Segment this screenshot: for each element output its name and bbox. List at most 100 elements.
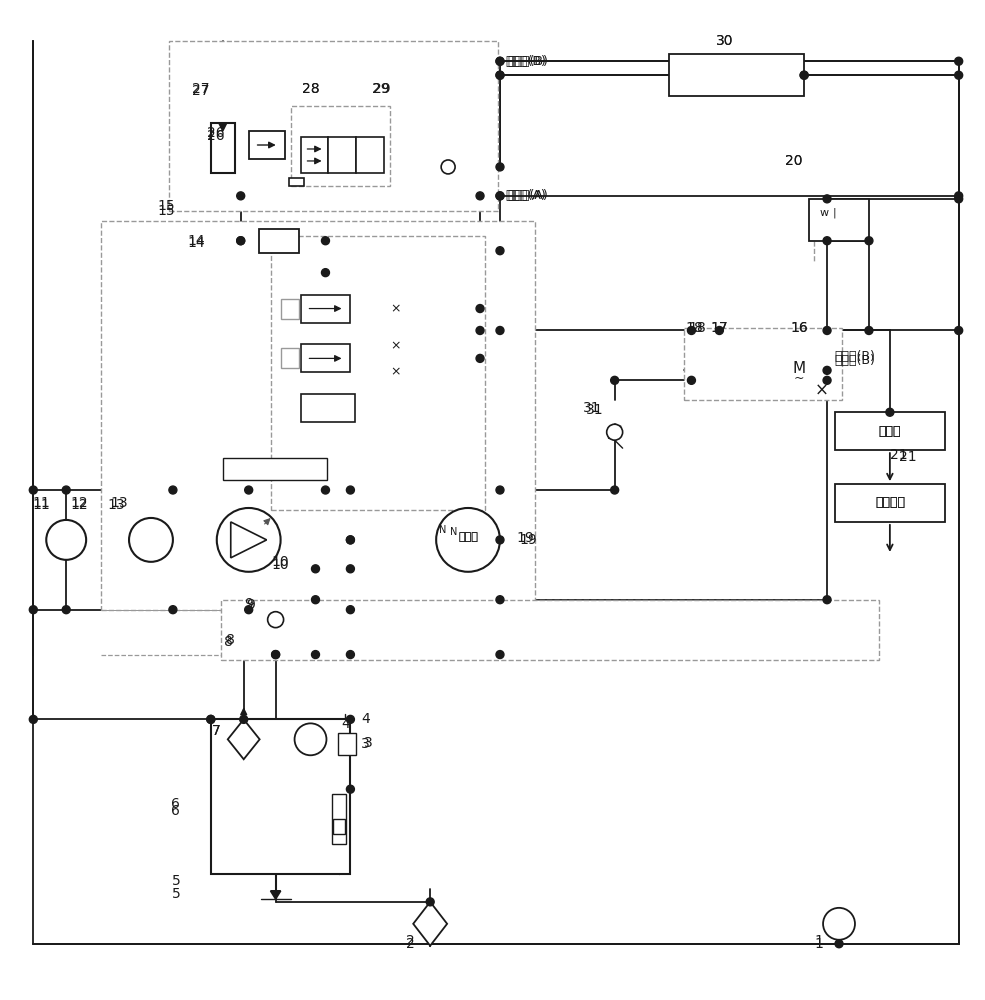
Circle shape — [347, 715, 355, 723]
Circle shape — [295, 723, 326, 755]
Text: w: w — [820, 208, 828, 218]
Circle shape — [239, 715, 247, 723]
Bar — [211, 719, 351, 874]
Text: 10: 10 — [272, 555, 290, 569]
Text: 用电设备: 用电设备 — [875, 496, 905, 509]
Text: 工作口(B): 工作口(B) — [507, 55, 548, 68]
Bar — [300, 394, 356, 422]
Text: 工作口(B): 工作口(B) — [505, 55, 546, 68]
Text: 10: 10 — [272, 558, 290, 572]
Text: 6: 6 — [171, 804, 180, 818]
Text: N: N — [450, 527, 458, 537]
Text: 14: 14 — [187, 234, 205, 248]
Circle shape — [954, 71, 962, 79]
Circle shape — [476, 354, 484, 362]
Bar — [328, 137, 357, 173]
Circle shape — [800, 71, 808, 79]
Bar — [289, 178, 303, 186]
Circle shape — [62, 606, 70, 614]
Bar — [809, 199, 869, 241]
Bar — [248, 131, 285, 159]
Text: ×: × — [390, 302, 401, 315]
Circle shape — [236, 237, 244, 245]
Circle shape — [611, 486, 619, 494]
Circle shape — [207, 715, 215, 723]
Circle shape — [823, 326, 831, 334]
Circle shape — [46, 520, 86, 560]
Bar — [334, 819, 346, 834]
Circle shape — [823, 908, 855, 940]
Text: 12: 12 — [70, 498, 88, 512]
Circle shape — [268, 612, 284, 628]
Text: ×: × — [816, 381, 829, 399]
Circle shape — [321, 269, 329, 277]
Text: 4: 4 — [361, 712, 369, 726]
Circle shape — [496, 651, 504, 659]
Circle shape — [886, 408, 893, 416]
Circle shape — [823, 366, 831, 374]
Polygon shape — [414, 902, 447, 946]
Bar — [339, 733, 357, 755]
Circle shape — [311, 651, 319, 659]
Circle shape — [168, 606, 177, 614]
Circle shape — [800, 71, 808, 79]
Circle shape — [30, 606, 37, 614]
Text: |: | — [832, 208, 836, 218]
Text: 7: 7 — [212, 724, 221, 738]
Text: 回油口(B): 回油口(B) — [834, 354, 875, 367]
Text: 6: 6 — [171, 797, 180, 811]
Text: 29: 29 — [371, 82, 389, 96]
Text: N: N — [439, 525, 446, 535]
Circle shape — [347, 606, 355, 614]
Bar — [291, 106, 390, 186]
Circle shape — [954, 195, 962, 203]
Text: 逆变器: 逆变器 — [879, 425, 901, 438]
Text: 16: 16 — [790, 321, 808, 335]
Text: 26: 26 — [207, 129, 225, 143]
Text: 11: 11 — [33, 498, 50, 512]
Circle shape — [236, 192, 244, 200]
Circle shape — [496, 326, 504, 334]
Circle shape — [217, 508, 281, 572]
Text: 21: 21 — [890, 448, 907, 462]
Bar — [223, 458, 327, 480]
Circle shape — [823, 237, 831, 245]
Circle shape — [427, 899, 433, 905]
Circle shape — [436, 508, 500, 572]
Circle shape — [30, 715, 37, 723]
Text: 2: 2 — [406, 937, 415, 951]
Text: M: M — [793, 361, 806, 376]
Circle shape — [691, 342, 748, 398]
Bar — [221, 600, 879, 660]
Text: ×: × — [390, 366, 401, 379]
Text: ~: ~ — [794, 372, 805, 385]
Circle shape — [441, 160, 455, 174]
Circle shape — [823, 195, 831, 203]
Polygon shape — [228, 719, 260, 759]
Circle shape — [347, 651, 355, 659]
Circle shape — [476, 305, 484, 313]
Circle shape — [954, 192, 962, 200]
Text: 3: 3 — [361, 737, 369, 751]
Circle shape — [496, 163, 504, 171]
Text: 4: 4 — [341, 717, 350, 731]
Circle shape — [823, 596, 831, 604]
Bar — [281, 348, 298, 368]
Text: 8: 8 — [225, 635, 233, 649]
Text: 9: 9 — [244, 597, 253, 611]
Circle shape — [496, 71, 504, 79]
Circle shape — [496, 57, 504, 65]
Bar — [300, 344, 351, 372]
Circle shape — [272, 651, 280, 659]
Circle shape — [129, 518, 173, 562]
Text: 18: 18 — [689, 321, 706, 335]
Text: 19: 19 — [516, 531, 534, 545]
Text: 20: 20 — [785, 154, 803, 168]
Polygon shape — [271, 891, 281, 899]
Circle shape — [311, 565, 319, 573]
Circle shape — [347, 565, 355, 573]
Circle shape — [865, 237, 873, 245]
Circle shape — [207, 715, 215, 723]
Bar — [300, 295, 351, 323]
Circle shape — [347, 536, 355, 544]
